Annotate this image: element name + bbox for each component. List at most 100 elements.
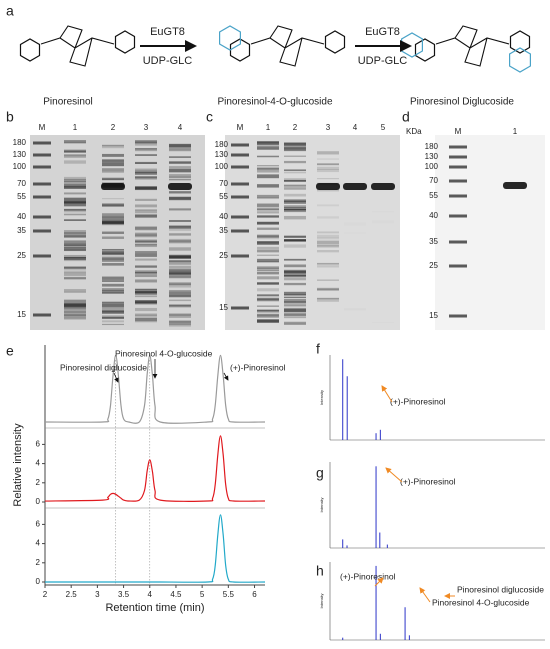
protein-band (284, 303, 306, 307)
protein-band (317, 151, 339, 155)
protein-band (64, 277, 86, 280)
x-tick-label: 4.5 (170, 590, 182, 599)
protein-band (102, 320, 124, 323)
panel-label: d (402, 109, 410, 125)
protein-band (317, 234, 339, 239)
protein-band (64, 154, 86, 157)
protein-band (102, 221, 124, 224)
x-tick-label: 2.5 (66, 590, 78, 599)
protein-band (135, 274, 157, 278)
protein-band (135, 315, 157, 319)
protein-band (169, 255, 191, 259)
protein-band (344, 232, 366, 233)
marker-band (33, 153, 51, 157)
protein-band (344, 308, 366, 310)
marker-band (449, 264, 467, 268)
trace (44, 514, 266, 583)
protein-band (257, 197, 279, 200)
lane-label: 4 (178, 123, 183, 132)
protein-band (64, 316, 86, 320)
protein-band (102, 236, 124, 239)
protein-band (135, 258, 157, 261)
protein-band (284, 149, 306, 152)
marker-label: 25 (429, 261, 438, 270)
protein-band (135, 140, 157, 144)
protein-band (64, 302, 86, 304)
compound-name: Pinoresinol-4-O-glucoside (217, 97, 332, 108)
protein-band (257, 298, 279, 302)
protein-band (317, 237, 339, 240)
protein-band (169, 304, 191, 306)
protein-band (135, 176, 157, 180)
enzyme: EuGT8 (365, 26, 400, 38)
protein-band (64, 140, 86, 144)
protein-band (257, 309, 279, 311)
protein-band (344, 222, 366, 225)
gel (225, 135, 400, 330)
protein-band (169, 263, 191, 265)
lane-label: 1 (513, 127, 518, 136)
protein-band (257, 305, 279, 307)
protein-band (284, 205, 306, 209)
protein-band (284, 258, 306, 261)
protein-band (257, 203, 279, 207)
protein-band (257, 243, 279, 245)
protein-band (284, 301, 306, 304)
protein-band (169, 290, 191, 293)
protein-band (169, 220, 191, 222)
protein-band (169, 261, 191, 263)
protein-band (64, 254, 86, 258)
protein-band (64, 244, 86, 248)
protein-band (257, 227, 279, 230)
marker-band (33, 165, 51, 169)
protein-band (102, 315, 124, 319)
protein-band (64, 184, 86, 188)
protein-band (284, 282, 306, 286)
marker-label: 40 (219, 212, 228, 221)
protein-band (135, 161, 157, 164)
marker-label: 15 (429, 311, 438, 320)
protein-band (102, 303, 124, 307)
protein-band (169, 295, 191, 298)
protein-band (284, 239, 306, 242)
protein-band (64, 192, 86, 195)
y-tick-label: 2 (36, 478, 41, 487)
protein-band (257, 297, 279, 300)
protein-band (169, 196, 191, 200)
marker-band (231, 182, 249, 186)
marker-band (33, 141, 51, 145)
protein-band (257, 309, 279, 313)
protein-band (64, 243, 86, 246)
marker-band (231, 254, 249, 258)
marker-label: 100 (13, 162, 27, 171)
x-tick-label: 6 (252, 590, 257, 599)
y-axis-label: Intensity (319, 390, 324, 405)
protein-band (135, 240, 157, 243)
protein-band (169, 161, 191, 164)
protein-band (135, 258, 157, 260)
protein-band (169, 176, 191, 179)
protein-band (169, 299, 191, 302)
protein-band (257, 221, 279, 225)
protein-band (169, 284, 191, 288)
ring (414, 38, 436, 62)
protein-band (102, 276, 124, 280)
marker-band (449, 240, 467, 244)
protein-band (135, 295, 157, 298)
protein-band (169, 226, 191, 228)
protein-band (284, 264, 306, 268)
panel-label: g (316, 465, 324, 481)
protein-band (284, 295, 306, 298)
core (435, 25, 510, 67)
protein-band (169, 198, 191, 201)
protein-band (284, 208, 306, 213)
annotation-arrow (419, 587, 431, 603)
compound-name: Pinoresinol Diglucoside (410, 97, 514, 108)
x-axis-label: Retention time (min) (105, 602, 204, 614)
protein-band (169, 315, 191, 318)
peak-annotation: Pinoresinol 4-O-glucoside (115, 348, 213, 358)
protein-band (169, 166, 191, 170)
protein-band (102, 310, 124, 312)
protein-band (317, 262, 339, 265)
